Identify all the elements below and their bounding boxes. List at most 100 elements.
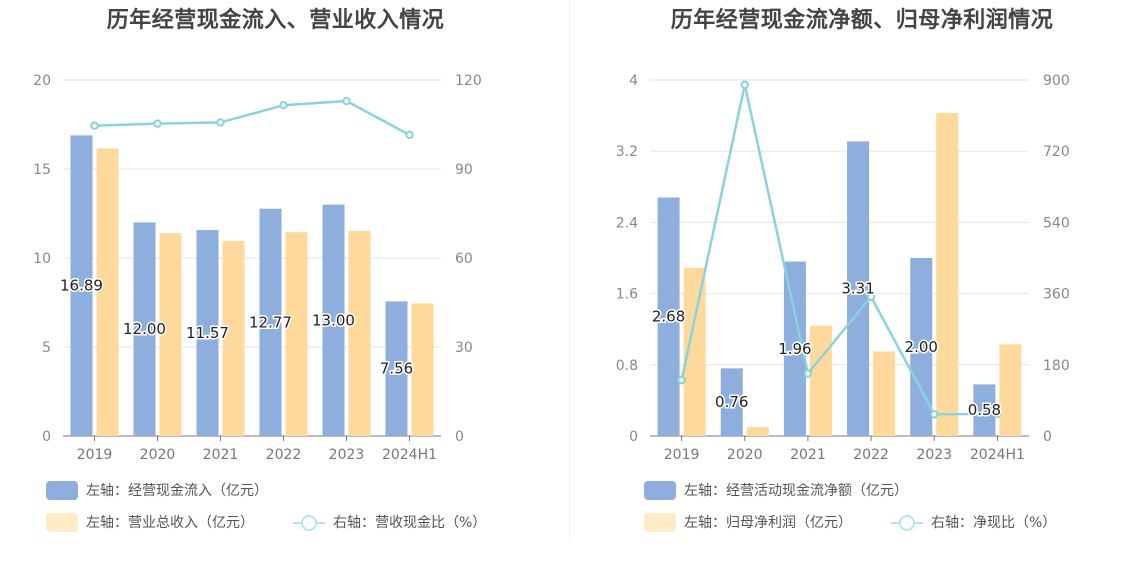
bar-primary [322,204,345,436]
bar-secondary [999,344,1022,436]
bar-secondary [159,233,182,436]
bar-primary [720,368,743,436]
legend-label: 左轴：归母净利润（亿元） [684,515,852,531]
bar-data-label: 7.56 [380,360,413,378]
bar-secondary [683,267,706,436]
left-axis-tick-label: 4 [629,73,638,89]
line-point [279,101,288,110]
x-axis-tick-label: 2022 [853,447,889,463]
chart-title: 历年经营现金流入、营业收入情况 [106,8,445,33]
x-axis-tick-label: 2022 [266,447,302,463]
right-axis-tick-label: 540 [1043,215,1070,231]
line-point [90,121,99,130]
right-axis-tick-label: 180 [1043,358,1070,374]
x-axis-tick-label: 2020 [727,447,763,463]
chart-title: 历年经营现金流净额、归母净利润情况 [670,8,1054,33]
legend-item-net-profit[interactable]: 左轴：归母净利润（亿元） [644,512,852,532]
bar-primary [259,208,282,436]
bar-secondary [411,303,434,436]
line-series [680,84,998,416]
bar-secondary [936,112,959,437]
bar-data-label: 0.76 [715,393,748,411]
bar-secondary [809,325,832,436]
x-axis-tick-label: 2023 [329,447,365,463]
line-point [216,118,225,127]
legend-item-net-cash-flow[interactable]: 左轴：经营活动现金流净额（亿元） [644,480,908,500]
x-axis-tick-label: 2023 [916,447,952,463]
legend-swatch-bar-blue [46,480,78,500]
legend-line-marker-icon [891,513,923,532]
x-axis-tick-label: 2021 [203,447,239,463]
left-axis-tick-label: 0 [629,429,638,445]
left-axis-tick-label: 20 [33,73,51,89]
x-axis-tick-label: 2019 [77,447,113,463]
bar-primary [657,197,680,436]
bar-data-label: 11.57 [186,324,229,342]
bar-secondary [222,241,245,436]
bar-data-label: 12.77 [249,313,292,331]
right-axis-tick-label: 360 [1043,287,1070,303]
left-axis-tick-label: 0 [42,429,51,445]
bar-data-label: 3.31 [841,280,874,298]
left-axis-tick-label: 1.6 [616,287,638,303]
x-axis-tick-label: 2024H1 [970,447,1025,463]
x-axis-tick-label: 2024H1 [382,447,437,463]
chart-plot-area: 0 5 10 15 20 0 30 60 90 120 2019 2020 2021 2022 2023 20… [33,73,482,463]
line-point [405,130,414,140]
bar-data-label: 2.68 [652,308,685,326]
bar-data-label: 16.89 [60,277,103,295]
bar-primary [973,384,996,436]
bar-secondary [746,427,769,436]
right-axis-tick-label: 120 [455,73,482,89]
bar-data-label: 2.00 [905,338,938,356]
bar-primary [196,230,219,436]
left-axis-tick-label: 2.4 [616,215,638,231]
line-point [677,376,686,385]
x-axis-tick-label: 2019 [664,447,700,463]
legend-item-cash-ratio[interactable]: 右轴：营收现金比（%） [293,512,486,532]
legend-label: 左轴：经营现金流入（亿元） [86,483,268,499]
bar-primary [133,222,156,436]
legend-label: 左轴：经营活动现金流净额（亿元） [684,483,908,499]
right-axis-tick-label: 60 [455,251,473,267]
line-point [342,96,351,106]
right-axis-tick-label: 90 [455,162,473,178]
line-point [930,410,939,419]
left-axis-tick-label: 10 [33,251,51,267]
line-point [803,369,813,378]
bar-secondary [873,351,896,436]
bar-data-label: 0.58 [968,401,1001,419]
chart-plot-area: 0 0.8 1.6 2.4 3.2 4 0 180 360 540 720 900 2019 2020 20… [616,73,1070,463]
legend-swatch-bar-orange [644,512,676,532]
bar-primary [783,261,806,436]
legend-item-revenue[interactable]: 左轴：营业总收入（亿元） [46,512,254,532]
right-axis-tick-label: 720 [1043,144,1070,160]
legend-swatch-bar-orange [46,512,78,532]
bar-secondary [96,148,119,436]
line-point [740,80,749,89]
right-axis-tick-label: 0 [1043,429,1052,445]
legend-item-cash-inflow[interactable]: 左轴：经营现金流入（亿元） [46,480,268,500]
bar-data-label: 12.00 [123,320,166,338]
bar-secondary [348,230,371,436]
bar-primary [70,135,93,436]
left-axis-tick-label: 0.8 [616,358,638,374]
left-axis-tick-label: 3.2 [616,144,638,160]
panel-divider [569,0,570,540]
right-axis-tick-label: 900 [1043,73,1070,89]
x-axis-tick-label: 2021 [790,447,826,463]
right-axis-tick-label: 30 [455,340,473,356]
bar-secondary [285,232,308,436]
line-point [993,409,1002,419]
chart-panel-net-cash-flow: 历年经营现金流净额、归母净利润情况 0 0.8 1.6 2.4 3.2 4 0 180 360 5… [567,0,1134,582]
line-point [866,292,876,301]
bar-primary [385,301,408,436]
bar-data-label: 1.96 [778,340,811,358]
chart-panel-cash-inflow: 历年经营现金流入、营业收入情况 0 5 10 15 20 0 30 60 90 120 2019 20… [33,8,486,532]
legend-item-net-cash-ratio[interactable]: 右轴：净现比（%） [891,512,1056,532]
legend-label: 右轴：净现比（%） [931,515,1057,531]
legend-label: 左轴：营业总收入（亿元） [86,515,254,531]
bar-primary [910,258,933,436]
line-series [94,99,411,136]
legend-line-marker-icon [293,513,325,532]
